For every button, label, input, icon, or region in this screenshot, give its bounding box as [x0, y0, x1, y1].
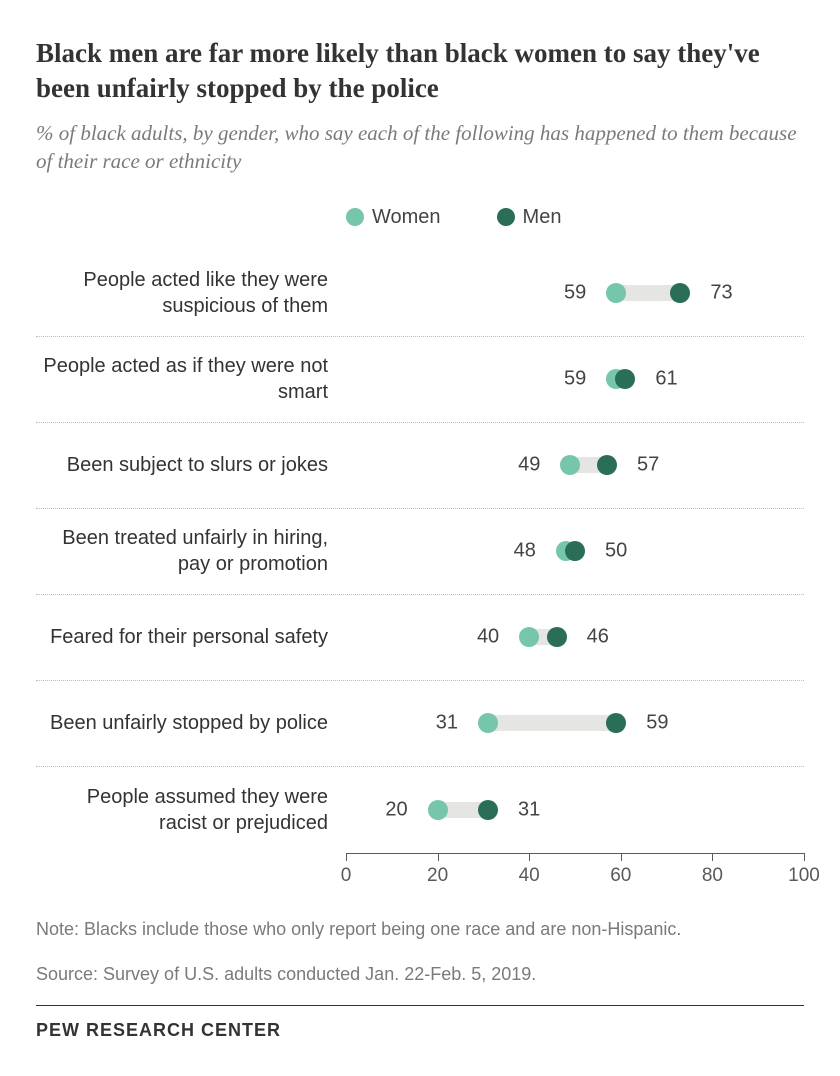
axis-track: 020406080100	[346, 853, 804, 897]
dot-men	[547, 627, 567, 647]
chart-row: Been treated unfairly in hiring, pay or …	[36, 509, 804, 595]
row-label: Been subject to slurs or jokes	[36, 452, 346, 478]
dot-women	[478, 713, 498, 733]
chart-subtitle: % of black adults, by gender, who say ea…	[36, 119, 804, 176]
axis-tick-label: 20	[427, 865, 448, 887]
value-women: 40	[477, 626, 499, 649]
value-men: 46	[587, 626, 609, 649]
axis-tick	[438, 853, 439, 861]
legend-item-men: Men	[497, 206, 562, 229]
dot-men	[597, 455, 617, 475]
axis-tick-label: 0	[341, 865, 352, 887]
axis-tick	[712, 853, 713, 861]
dot-men	[606, 713, 626, 733]
value-men: 57	[637, 454, 659, 477]
value-women: 20	[385, 798, 407, 821]
legend-label-women: Women	[372, 206, 441, 229]
legend-dot-icon	[346, 208, 364, 226]
chart-title: Black men are far more likely than black…	[36, 36, 804, 105]
row-label: People acted like they were suspicious o…	[36, 267, 346, 319]
axis-spacer	[36, 853, 346, 897]
chart-row: Been unfairly stopped by police 31 59	[36, 681, 804, 767]
dot-women	[428, 800, 448, 820]
chart-row: Been subject to slurs or jokes 49 57	[36, 423, 804, 509]
chart-row: Feared for their personal safety 40 46	[36, 595, 804, 681]
row-plot: 59 61	[346, 337, 804, 422]
value-women: 49	[518, 454, 540, 477]
footer-attribution: PEW RESEARCH CENTER	[36, 1020, 804, 1041]
legend-label-men: Men	[523, 206, 562, 229]
axis-tick-label: 60	[610, 865, 631, 887]
dot-men	[565, 541, 585, 561]
value-women: 48	[514, 540, 536, 563]
dot-women	[606, 283, 626, 303]
chart-body: People acted like they were suspicious o…	[36, 251, 804, 853]
row-plot: 31 59	[346, 681, 804, 766]
row-label: Been treated unfairly in hiring, pay or …	[36, 525, 346, 577]
axis-tick	[804, 853, 805, 861]
row-label: People acted as if they were not smart	[36, 353, 346, 405]
row-plot: 48 50	[346, 509, 804, 594]
row-plot: 40 46	[346, 595, 804, 680]
value-women: 59	[564, 282, 586, 305]
legend-dot-icon	[497, 208, 515, 226]
value-women: 31	[436, 712, 458, 735]
value-women: 59	[564, 368, 586, 391]
row-label: People assumed they were racist or preju…	[36, 784, 346, 836]
value-men: 50	[605, 540, 627, 563]
value-men: 59	[646, 712, 668, 735]
axis-tick	[621, 853, 622, 861]
legend: Women Men	[346, 206, 804, 229]
chart-row: People assumed they were racist or preju…	[36, 767, 804, 853]
legend-item-women: Women	[346, 206, 441, 229]
axis-tick-label: 80	[702, 865, 723, 887]
x-axis: 020406080100	[36, 853, 804, 897]
value-men: 73	[710, 282, 732, 305]
row-plot: 59 73	[346, 251, 804, 336]
dot-men	[615, 369, 635, 389]
value-men: 31	[518, 798, 540, 821]
row-label: Been unfairly stopped by police	[36, 710, 346, 736]
footer-divider	[36, 1005, 804, 1006]
axis-tick-label: 40	[519, 865, 540, 887]
dot-women	[519, 627, 539, 647]
row-plot: 2031	[346, 767, 804, 853]
dot-women	[560, 455, 580, 475]
range-connector	[488, 715, 616, 731]
axis-tick	[529, 853, 530, 861]
value-men: 61	[655, 368, 677, 391]
note-line-2: Source: Survey of U.S. adults conducted …	[36, 962, 804, 987]
axis-line	[346, 853, 804, 854]
axis-tick	[346, 853, 347, 861]
dot-men	[670, 283, 690, 303]
row-label: Feared for their personal safety	[36, 624, 346, 650]
note-line-1: Note: Blacks include those who only repo…	[36, 917, 804, 942]
row-plot: 49 57	[346, 423, 804, 508]
axis-tick-label: 100	[788, 865, 820, 887]
chart-row: People acted like they were suspicious o…	[36, 251, 804, 337]
dot-men	[478, 800, 498, 820]
chart-row: People acted as if they were not smart59…	[36, 337, 804, 423]
